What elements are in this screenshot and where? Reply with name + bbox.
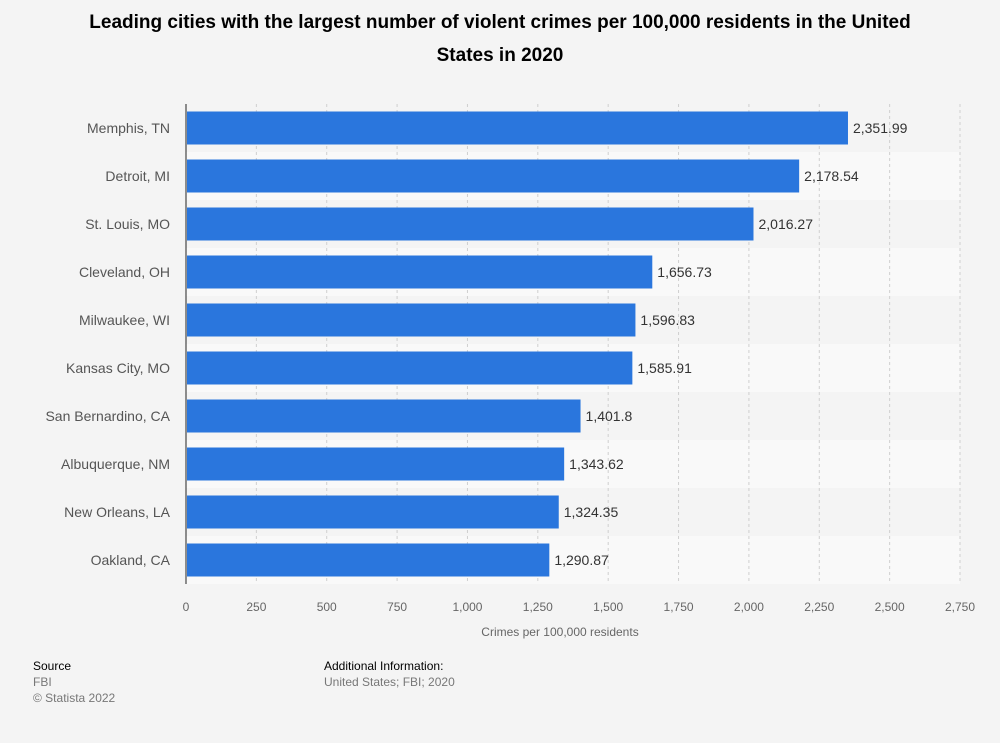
category-label: New Orleans, LA <box>64 504 170 520</box>
category-label: Detroit, MI <box>105 168 170 184</box>
x-tick-label: 500 <box>317 600 337 614</box>
x-tick-label: 1,750 <box>664 600 694 614</box>
value-label: 1,401.8 <box>586 408 633 424</box>
copyright[interactable]: © Statista 2022 <box>33 691 116 705</box>
category-label: San Bernardino, CA <box>45 408 170 424</box>
value-label: 1,656.73 <box>657 264 712 280</box>
value-label: 2,178.54 <box>804 168 859 184</box>
info-heading: Additional Information: <box>324 659 444 673</box>
category-labels: Memphis, TN Detroit, MI St. Louis, MO Cleve… <box>45 120 170 568</box>
source-name[interactable]: FBI <box>33 675 52 689</box>
x-tick-label: 2,750 <box>945 600 975 614</box>
bar <box>187 303 636 337</box>
source-heading: Source <box>33 659 72 673</box>
category-label: Cleveland, OH <box>79 264 170 280</box>
x-tick-label: 2,000 <box>734 600 764 614</box>
bars <box>187 111 848 577</box>
chart-title: Leading cities with the largest number o… <box>89 12 911 66</box>
x-tick-labels: 0 250 500 750 1,000 1,250 1,500 1,750 2,000 2,250… <box>183 600 976 614</box>
value-label: 1,290.87 <box>554 552 609 568</box>
value-label: 1,596.83 <box>640 312 695 328</box>
bar <box>187 255 653 289</box>
bar <box>187 495 559 529</box>
category-label: Oakland, CA <box>91 552 171 568</box>
bar <box>187 399 581 433</box>
value-label: 1,585.91 <box>637 360 692 376</box>
value-label: 2,351.99 <box>853 120 908 136</box>
bar <box>187 159 800 193</box>
category-label: Memphis, TN <box>87 120 170 136</box>
x-tick-label: 1,250 <box>523 600 553 614</box>
value-label: 1,343.62 <box>569 456 624 472</box>
category-label: Kansas City, MO <box>66 360 170 376</box>
x-tick-label: 250 <box>246 600 266 614</box>
bar <box>187 543 550 577</box>
bar <box>187 111 848 145</box>
x-tick-label: 750 <box>387 600 407 614</box>
category-label: Albuquerque, NM <box>61 456 170 472</box>
additional-info-block: Additional Information: United States; F… <box>324 658 455 690</box>
bar <box>187 207 754 241</box>
x-tick-label: 1,500 <box>593 600 623 614</box>
category-label: Milwaukee, WI <box>79 312 170 328</box>
bar <box>187 351 633 385</box>
category-label: St. Louis, MO <box>85 216 170 232</box>
x-tick-label: 2,500 <box>875 600 905 614</box>
x-axis-label: Crimes per 100,000 residents <box>481 625 638 639</box>
x-tick-label: 2,250 <box>804 600 834 614</box>
value-label: 2,016.27 <box>758 216 813 232</box>
x-tick-label: 0 <box>183 600 190 614</box>
source-block: Source FBI © Statista 2022 <box>33 658 115 706</box>
x-tick-label: 1,000 <box>452 600 482 614</box>
value-labels: 2,351.99 2,178.54 2,016.27 1,656.73 1,596.83… <box>554 120 907 568</box>
value-label: 1,324.35 <box>564 504 619 520</box>
info-text: United States; FBI; 2020 <box>324 675 455 689</box>
bar <box>187 447 565 481</box>
bar-chart: Memphis, TN Detroit, MI St. Louis, MO Cleve… <box>45 104 976 639</box>
